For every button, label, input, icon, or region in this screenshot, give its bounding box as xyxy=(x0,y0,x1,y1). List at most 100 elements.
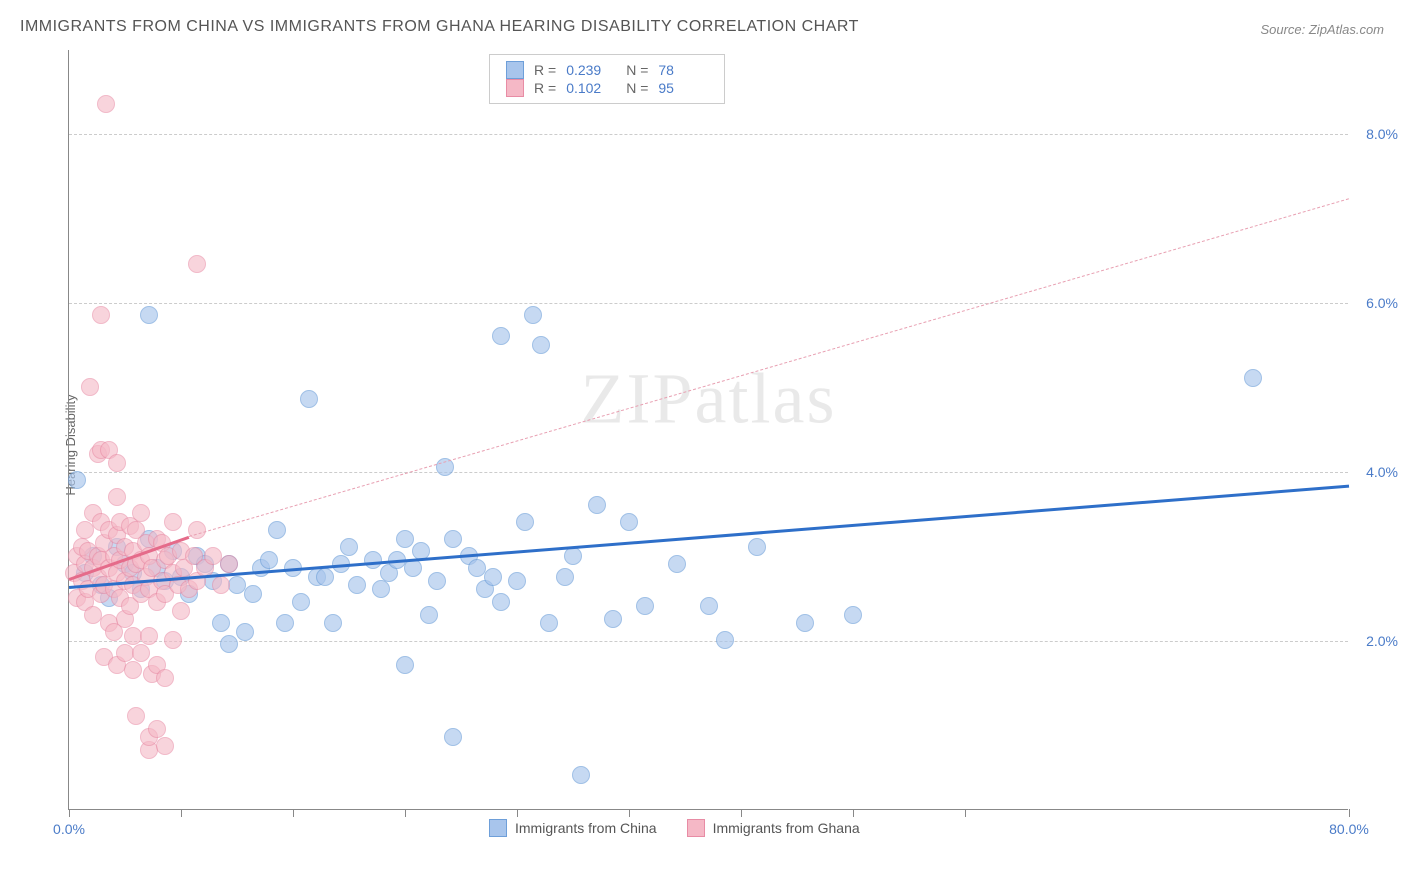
scatter-point xyxy=(428,572,446,590)
trend-line xyxy=(69,485,1349,589)
x-tick xyxy=(965,809,966,817)
scatter-point xyxy=(700,597,718,615)
scatter-point xyxy=(1244,369,1262,387)
x-tick xyxy=(629,809,630,817)
scatter-point xyxy=(604,610,622,628)
scatter-point xyxy=(97,95,115,113)
x-tick xyxy=(69,809,70,817)
scatter-point xyxy=(108,488,126,506)
scatter-point xyxy=(444,530,462,548)
scatter-point xyxy=(220,555,238,573)
legend-r-value: 0.102 xyxy=(566,80,616,96)
scatter-point xyxy=(260,551,278,569)
scatter-point xyxy=(236,623,254,641)
stats-legend: R =0.239N =78R =0.102N =95 xyxy=(489,54,725,104)
legend-n-value: 95 xyxy=(658,80,708,96)
scatter-point xyxy=(844,606,862,624)
scatter-point xyxy=(164,513,182,531)
chart-title: IMMIGRANTS FROM CHINA VS IMMIGRANTS FROM… xyxy=(20,18,859,36)
legend-swatch xyxy=(687,819,705,837)
x-tick xyxy=(853,809,854,817)
scatter-point xyxy=(420,606,438,624)
x-tick xyxy=(181,809,182,817)
scatter-point xyxy=(748,538,766,556)
scatter-point xyxy=(92,306,110,324)
scatter-point xyxy=(148,720,166,738)
scatter-point xyxy=(172,602,190,620)
scatter-point xyxy=(540,614,558,632)
scatter-point xyxy=(404,559,422,577)
scatter-point xyxy=(364,551,382,569)
legend-r-label: R = xyxy=(534,80,556,96)
scatter-point xyxy=(244,585,262,603)
gridline-h xyxy=(69,472,1348,473)
plot-area: ZIPatlas R =0.239N =78R =0.102N =95 Immi… xyxy=(68,50,1348,810)
legend-n-label: N = xyxy=(626,62,648,78)
x-tick-label: 80.0% xyxy=(1329,821,1369,837)
scatter-point xyxy=(572,766,590,784)
x-tick xyxy=(741,809,742,817)
y-tick-label: 6.0% xyxy=(1353,295,1398,311)
scatter-point xyxy=(300,390,318,408)
scatter-point xyxy=(212,576,230,594)
scatter-point xyxy=(132,644,150,662)
source-attribution: Source: ZipAtlas.com xyxy=(1260,22,1384,37)
gridline-h xyxy=(69,641,1348,642)
scatter-point xyxy=(127,707,145,725)
y-tick-label: 2.0% xyxy=(1353,633,1398,649)
stats-legend-row: R =0.239N =78 xyxy=(506,61,708,79)
x-tick xyxy=(405,809,406,817)
x-tick-label: 0.0% xyxy=(53,821,85,837)
y-tick-label: 8.0% xyxy=(1353,126,1398,142)
scatter-point xyxy=(140,627,158,645)
scatter-point xyxy=(220,635,238,653)
y-tick-label: 4.0% xyxy=(1353,464,1398,480)
scatter-point xyxy=(212,614,230,632)
scatter-point xyxy=(316,568,334,586)
legend-swatch xyxy=(489,819,507,837)
scatter-point xyxy=(340,538,358,556)
scatter-point xyxy=(516,513,534,531)
scatter-point xyxy=(108,454,126,472)
scatter-point xyxy=(396,530,414,548)
scatter-point xyxy=(396,656,414,674)
scatter-point xyxy=(556,568,574,586)
scatter-point xyxy=(348,576,366,594)
scatter-point xyxy=(588,496,606,514)
trend-line xyxy=(189,198,1349,537)
scatter-point xyxy=(188,255,206,273)
legend-n-label: N = xyxy=(626,80,648,96)
scatter-point xyxy=(164,631,182,649)
scatter-point xyxy=(532,336,550,354)
scatter-point xyxy=(268,521,286,539)
legend-swatch xyxy=(506,61,524,79)
scatter-point xyxy=(444,728,462,746)
scatter-point xyxy=(276,614,294,632)
scatter-point xyxy=(716,631,734,649)
chart-container: Hearing Disability ZIPatlas R =0.239N =7… xyxy=(50,50,1370,840)
scatter-point xyxy=(68,471,86,489)
scatter-point xyxy=(484,568,502,586)
legend-r-value: 0.239 xyxy=(566,62,616,78)
scatter-point xyxy=(524,306,542,324)
scatter-point xyxy=(324,614,342,632)
gridline-h xyxy=(69,134,1348,135)
legend-r-label: R = xyxy=(534,62,556,78)
series-legend: Immigrants from ChinaImmigrants from Gha… xyxy=(489,819,860,837)
scatter-point xyxy=(140,306,158,324)
scatter-point xyxy=(372,580,390,598)
legend-label: Immigrants from China xyxy=(515,820,657,836)
scatter-point xyxy=(188,521,206,539)
gridline-h xyxy=(69,303,1348,304)
x-tick xyxy=(293,809,294,817)
watermark: ZIPatlas xyxy=(581,358,837,441)
scatter-point xyxy=(132,504,150,522)
scatter-point xyxy=(81,378,99,396)
scatter-point xyxy=(156,737,174,755)
scatter-point xyxy=(156,669,174,687)
scatter-point xyxy=(620,513,638,531)
scatter-point xyxy=(564,547,582,565)
scatter-point xyxy=(668,555,686,573)
scatter-point xyxy=(636,597,654,615)
scatter-point xyxy=(508,572,526,590)
